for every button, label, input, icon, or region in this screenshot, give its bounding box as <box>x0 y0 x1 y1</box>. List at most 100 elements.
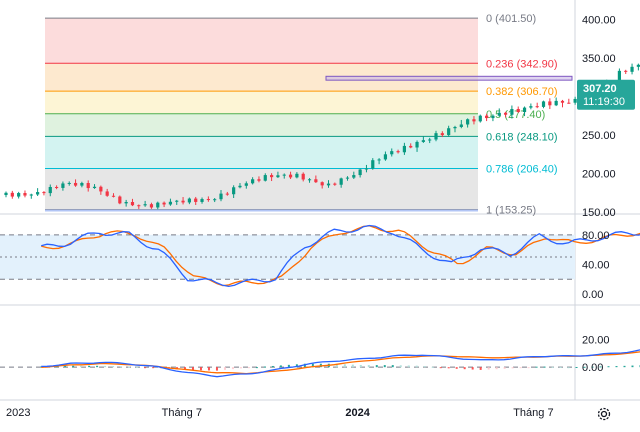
macd-histogram-bar <box>295 364 298 368</box>
fib-zone <box>45 168 478 210</box>
macd-histogram-bar <box>183 367 186 370</box>
last-price-badge <box>577 79 635 110</box>
candle <box>162 201 166 208</box>
candle-body <box>529 106 533 108</box>
price-tick-label: 200.00 <box>582 168 616 180</box>
candle-body <box>67 182 71 184</box>
macd-histogram-bar <box>88 365 91 368</box>
candle <box>269 173 274 182</box>
macd-histogram-bar <box>503 367 506 369</box>
candle-body <box>326 183 331 186</box>
candle <box>168 198 173 206</box>
candle <box>396 149 400 154</box>
stochastic-pane[interactable]: 80.00 40.00 0.00 <box>0 224 640 301</box>
candle <box>434 130 438 142</box>
candle <box>282 173 286 179</box>
candle-body <box>396 151 400 153</box>
candle-body <box>282 174 286 176</box>
candle-body <box>573 98 577 103</box>
macd-histogram-bar <box>120 366 123 368</box>
macd-histogram-bar <box>471 367 474 370</box>
macd-histogram-bar <box>303 363 306 368</box>
candle <box>263 173 267 182</box>
candle-body <box>383 154 388 160</box>
candle-body <box>181 200 185 203</box>
candle <box>288 171 293 180</box>
macd-tick-label: 20.00 <box>582 335 610 347</box>
candle <box>560 99 565 108</box>
candle-body <box>92 186 97 189</box>
candle-body <box>54 186 59 188</box>
candle-body <box>630 66 634 72</box>
candle-body <box>99 186 103 192</box>
macd-histogram-bar <box>223 367 226 370</box>
macd-histogram-bar <box>431 366 434 368</box>
candle-body <box>276 175 280 178</box>
macd-histogram-bar <box>631 365 634 368</box>
macd-histogram-bar <box>439 367 442 369</box>
candle-body <box>472 119 476 122</box>
candle <box>352 171 356 180</box>
macd-histogram-bar <box>407 365 410 368</box>
candle-body <box>80 182 84 186</box>
candle-body <box>269 175 274 178</box>
candle <box>257 176 261 183</box>
macd-histogram-bar <box>415 365 418 368</box>
candle-body <box>143 204 147 206</box>
price-axis[interactable]: 400.00350.00300.00250.00200.00150.00307.… <box>577 14 635 219</box>
fib-level-label: 1 (153.25) <box>486 204 536 216</box>
candle-body <box>453 126 457 129</box>
candle-body <box>118 196 122 204</box>
macd-histogram-bar <box>80 365 83 368</box>
candle <box>276 171 280 179</box>
candle-body <box>440 133 444 136</box>
candle-body <box>497 112 501 116</box>
resistance-zone-rectangle[interactable] <box>325 75 573 81</box>
candle-body <box>402 145 406 153</box>
candle <box>541 100 546 109</box>
candle-body <box>149 204 154 208</box>
candle <box>187 197 191 205</box>
price-tick-label: 400.00 <box>582 14 616 26</box>
last-price-value: 307.20 <box>583 83 617 95</box>
price-tick-label: 150.00 <box>582 207 616 219</box>
candle <box>447 125 451 137</box>
macd-histogram-bar <box>567 367 570 369</box>
candle-body <box>314 179 318 183</box>
candle-body <box>409 145 413 148</box>
candle <box>36 188 40 196</box>
candle <box>478 114 482 123</box>
candle-body <box>175 200 179 202</box>
candle <box>206 196 210 202</box>
candle <box>548 98 552 110</box>
candle <box>42 191 46 196</box>
candle-body <box>301 173 305 180</box>
candle <box>86 180 90 192</box>
fib-level-label: 0 (401.50) <box>486 13 536 25</box>
candle <box>415 140 419 152</box>
candle <box>17 191 21 199</box>
candle <box>301 172 305 182</box>
candle <box>573 96 577 105</box>
macd-histogram-bar <box>559 366 562 368</box>
candle <box>409 143 413 149</box>
macd-pane[interactable]: 20.00 0.00 <box>0 321 640 382</box>
macd-histogram-bar <box>263 366 266 368</box>
candle <box>320 181 324 189</box>
candle <box>175 199 179 205</box>
candle-body <box>617 70 622 83</box>
candle-body <box>320 182 324 186</box>
candle <box>200 197 204 204</box>
settings-gear-icon[interactable] <box>596 406 612 422</box>
macd-histogram-bar <box>487 367 490 370</box>
candle <box>99 185 103 195</box>
macd-histogram-bar <box>591 366 594 368</box>
macd-histogram-bar <box>207 367 210 371</box>
candle-body <box>364 168 369 170</box>
fib-zone <box>45 91 478 114</box>
macd-line <box>41 349 640 378</box>
fib-retracement[interactable]: 0 (401.50) 0.236 (342.90) 0.382 (306.70) 0.… <box>45 13 558 216</box>
